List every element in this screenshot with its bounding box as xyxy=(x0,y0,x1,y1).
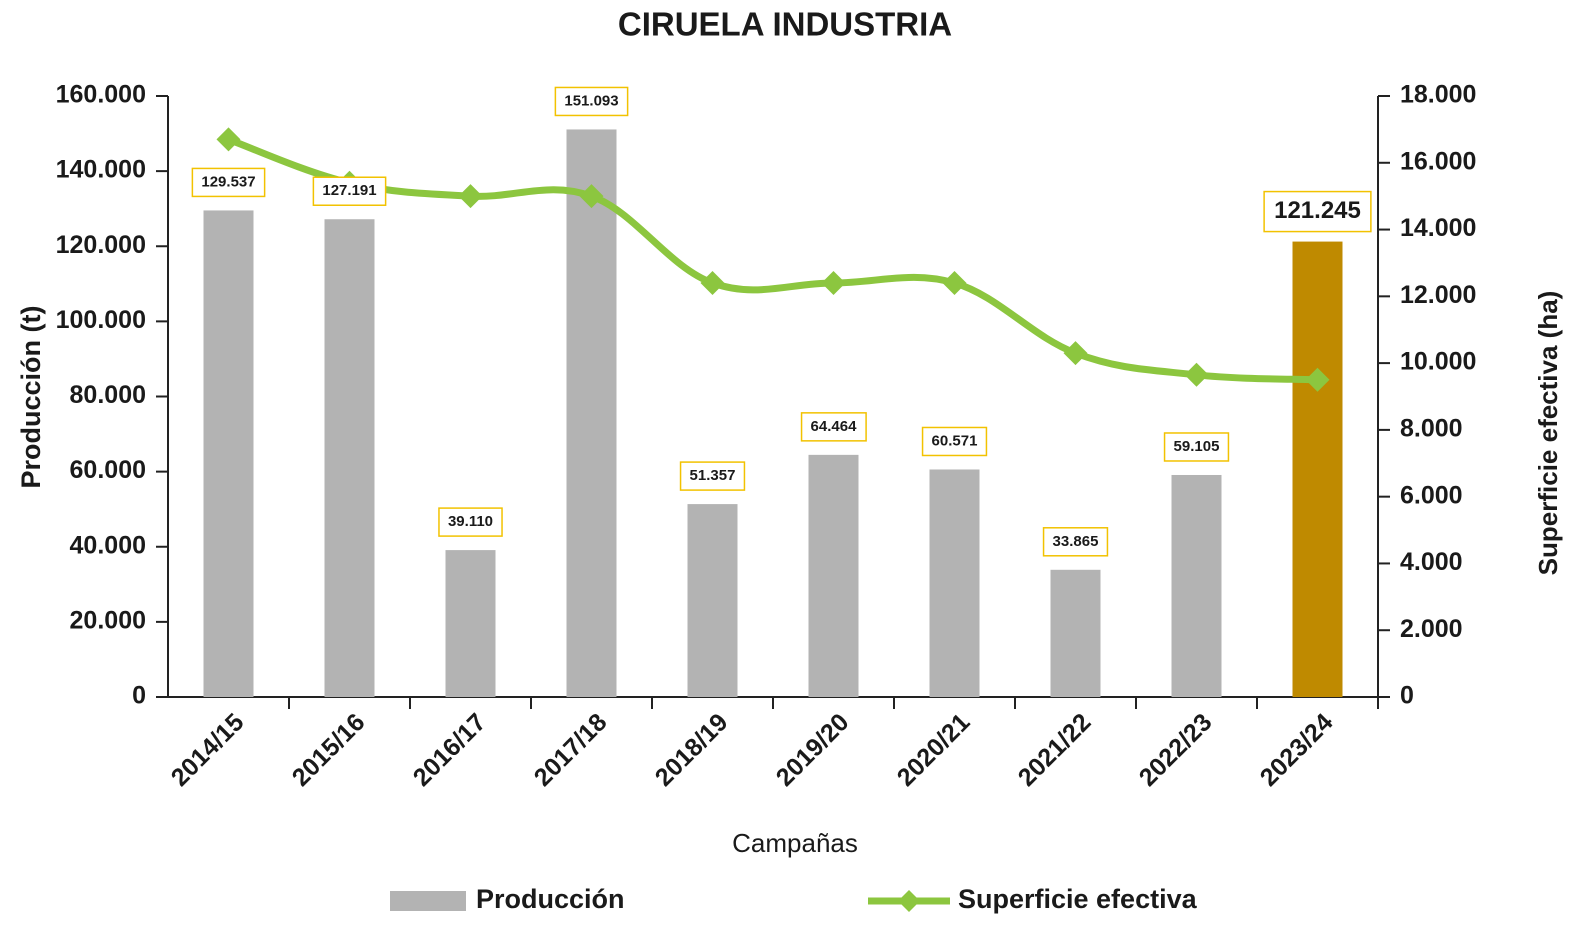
x-tick-label: 2016/17 xyxy=(408,708,492,792)
y-axis-title: Producción (t) xyxy=(16,306,46,489)
y2-tick-label: 18.000 xyxy=(1400,81,1476,109)
y2-tick-label: 6.000 xyxy=(1400,481,1463,509)
x-tick-label: 2019/20 xyxy=(771,708,855,792)
y2-tick-label: 10.000 xyxy=(1400,348,1476,376)
x-tick-label: 2020/21 xyxy=(892,708,976,792)
bar xyxy=(445,550,496,697)
data-label-box xyxy=(191,167,266,198)
bar xyxy=(203,210,254,698)
data-label-box xyxy=(438,507,503,537)
data-label-group: 59.105 xyxy=(1163,432,1230,462)
data-label: 39.110 xyxy=(448,513,493,530)
line-marker xyxy=(1063,341,1088,366)
x-axis-title: Campañas xyxy=(732,828,858,858)
data-label: 60.571 xyxy=(932,432,978,449)
line-marker xyxy=(458,184,483,209)
data-label-group: 127.191 xyxy=(312,176,387,206)
data-label-group: 39.110 xyxy=(438,507,503,537)
data-label-box xyxy=(1042,527,1109,557)
data-label-box xyxy=(1163,432,1230,462)
data-label: 33.865 xyxy=(1053,533,1099,550)
data-label-box xyxy=(800,412,867,442)
line xyxy=(227,136,1318,384)
y-tick-label: 120.000 xyxy=(56,231,146,259)
bar xyxy=(566,129,617,698)
data-label-box xyxy=(312,176,387,206)
y2-tick-label: 4.000 xyxy=(1400,548,1463,576)
bar xyxy=(324,219,375,697)
data-label: 51.357 xyxy=(690,467,736,484)
x-tick-label: 2022/23 xyxy=(1134,708,1218,792)
data-label-box xyxy=(1263,190,1372,233)
legend-marker xyxy=(898,890,920,912)
data-label-group: 64.464 xyxy=(800,412,867,442)
bar xyxy=(1050,569,1101,697)
data-label-group: 33.865 xyxy=(1042,527,1109,557)
y2-tick-label: 8.000 xyxy=(1400,414,1463,442)
x-tick-label: 2014/15 xyxy=(166,708,250,792)
legend-label: Superficie efectiva xyxy=(958,884,1198,914)
data-label-group: 129.537 xyxy=(191,167,266,198)
y2-tick-label: 2.000 xyxy=(1400,615,1463,643)
data-label-group: 151.093 xyxy=(554,86,629,117)
bar xyxy=(1292,241,1343,697)
x-tick-label: 2018/19 xyxy=(650,708,734,792)
data-label: 59.105 xyxy=(1174,438,1220,455)
line-marker xyxy=(942,270,967,295)
y2-tick-label: 12.000 xyxy=(1400,281,1476,309)
y2-tick-label: 16.000 xyxy=(1400,147,1476,175)
x-tick-label: 2021/22 xyxy=(1013,708,1097,792)
x-tick-label: 2017/18 xyxy=(529,708,613,792)
legend-label: Producción xyxy=(476,884,625,914)
line-marker xyxy=(1184,362,1209,387)
data-label-group: 51.357 xyxy=(679,461,746,491)
chart-title: CIRUELA INDUSTRIA xyxy=(618,6,952,43)
y-tick-label: 0 xyxy=(132,682,146,710)
y-tick-label: 20.000 xyxy=(70,606,146,634)
line-marker xyxy=(700,270,725,295)
line-marker xyxy=(821,270,846,295)
y2-tick-label: 14.000 xyxy=(1400,214,1476,242)
bar xyxy=(808,454,859,697)
y2-tick-label: 0 xyxy=(1400,682,1414,710)
data-label-box xyxy=(554,86,629,117)
y-tick-label: 160.000 xyxy=(56,81,146,109)
y-tick-label: 140.000 xyxy=(56,156,146,184)
data-label: 151.093 xyxy=(564,92,618,109)
data-label: 121.245 xyxy=(1274,197,1361,224)
line-marker xyxy=(1305,367,1330,392)
data-label-box xyxy=(679,461,746,491)
data-label: 129.537 xyxy=(201,173,255,190)
data-label-group: 60.571 xyxy=(921,426,988,457)
x-tick-label: 2015/16 xyxy=(287,708,371,792)
bar xyxy=(687,504,738,697)
y-tick-label: 100.000 xyxy=(56,306,146,334)
y-tick-label: 40.000 xyxy=(70,531,146,559)
bar xyxy=(1171,474,1222,697)
y-tick-label: 60.000 xyxy=(70,456,146,484)
line-marker xyxy=(216,127,241,152)
line-marker xyxy=(579,184,604,209)
bar xyxy=(929,469,980,697)
legend-swatch xyxy=(390,891,466,911)
data-label: 127.191 xyxy=(322,182,376,199)
y2-axis-title: Superficie efectiva (ha) xyxy=(1533,291,1563,576)
y-tick-label: 80.000 xyxy=(70,381,146,409)
data-label-box xyxy=(921,426,988,457)
data-label-group: 121.245 xyxy=(1263,190,1372,233)
data-label: 64.464 xyxy=(811,418,858,435)
x-tick-label: 2023/24 xyxy=(1255,708,1339,792)
